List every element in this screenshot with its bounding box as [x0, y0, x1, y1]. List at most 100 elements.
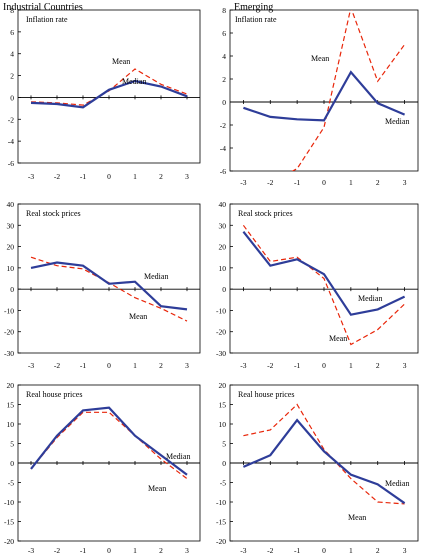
- y-tick-label: 8: [10, 6, 14, 15]
- y-tick-label: 5: [222, 440, 226, 449]
- x-tick-label: -1: [80, 546, 86, 554]
- x-tick-label: 3: [403, 361, 407, 370]
- mean-series-label: Mean: [311, 54, 329, 63]
- y-tick-label: 5: [10, 440, 14, 449]
- x-tick-label: -2: [267, 178, 273, 187]
- x-tick-label: 0: [322, 178, 326, 187]
- median-series-label: Median: [166, 452, 190, 461]
- x-tick-label: 3: [403, 546, 407, 554]
- x-tick-label: 1: [133, 172, 137, 181]
- y-tick-label: -20: [216, 537, 226, 546]
- y-tick-label: 0: [10, 285, 14, 294]
- x-tick-label: 0: [107, 172, 111, 181]
- y-tick-label: -10: [216, 498, 226, 507]
- y-tick-label: 20: [7, 381, 15, 390]
- x-tick-label: -3: [28, 172, 34, 181]
- y-tick-label: -10: [4, 498, 14, 507]
- panel-title: Real stock prices: [26, 209, 81, 218]
- header-right: Emerging: [234, 2, 274, 13]
- x-tick-label: -1: [80, 172, 86, 181]
- median-series-line: [242, 418, 406, 505]
- x-tick-label: -1: [294, 546, 300, 554]
- y-tick-label: 30: [219, 221, 227, 230]
- x-tick-label: -2: [54, 361, 60, 370]
- y-tick-label: 0: [222, 285, 226, 294]
- x-tick-label: -3: [28, 546, 34, 554]
- y-tick-label: -20: [216, 328, 226, 337]
- y-tick-label: 8: [222, 6, 226, 15]
- x-tick-label: 1: [349, 361, 353, 370]
- plot-frame: [229, 203, 419, 354]
- x-tick-label: 1: [133, 546, 137, 554]
- y-tick-label: 40: [7, 200, 15, 209]
- median-series-label: Median: [358, 294, 382, 303]
- y-tick-label: 40: [219, 200, 227, 209]
- x-tick-label: -3: [28, 361, 34, 370]
- y-tick-label: 20: [7, 243, 15, 252]
- x-tick-label: 1: [133, 361, 137, 370]
- median-series-line: [243, 70, 406, 122]
- x-tick-label: 3: [185, 546, 189, 554]
- panel-title: Real house prices: [238, 390, 294, 399]
- y-tick-label: 10: [219, 264, 227, 273]
- y-tick-label: -5: [220, 479, 226, 488]
- y-tick-label: 15: [219, 401, 227, 410]
- y-tick-label: -4: [8, 137, 14, 146]
- panel-title: Inflation rate: [26, 15, 68, 24]
- y-tick-label: 6: [222, 29, 226, 38]
- x-tick-label: 2: [376, 361, 380, 370]
- chart-panel-2: -6 -4 -2 0 2 4 6 8 -3 -2 -1 0 1 2 3 Inflation rate Mean M…: [220, 6, 419, 187]
- panel-title: Real house prices: [26, 390, 82, 399]
- y-tick-label: 20: [219, 243, 227, 252]
- y-tick-label: 0: [10, 93, 14, 102]
- y-tick-label: -30: [216, 349, 226, 358]
- plot-frame: [17, 9, 201, 164]
- x-tick-label: -2: [267, 546, 273, 554]
- x-tick-label: -3: [240, 178, 246, 187]
- y-tick-label: -4: [220, 144, 226, 153]
- mean-series-label: Mean: [112, 57, 130, 66]
- plot-frame: [17, 203, 201, 354]
- y-tick-label: 0: [222, 459, 226, 468]
- x-tick-label: -3: [240, 546, 246, 554]
- x-tick-label: 1: [349, 546, 353, 554]
- y-tick-label: 6: [10, 28, 14, 37]
- x-tick-label: 0: [107, 361, 111, 370]
- y-tick-label: -15: [4, 518, 14, 527]
- y-tick-label: -10: [4, 306, 14, 315]
- x-tick-label: 1: [349, 178, 353, 187]
- y-tick-label: -20: [4, 537, 14, 546]
- x-tick-label: 0: [107, 546, 111, 554]
- chart-panel-1: -6 -4 -2 0 2 4 6 8 -3 -2 -1 0 1 2 3 Inflation rate Mean M…: [8, 6, 201, 181]
- mean-series-label: Mean: [129, 312, 147, 321]
- x-tick-label: 0: [322, 546, 326, 554]
- y-tick-label: -2: [220, 121, 226, 130]
- y-tick-label: -2: [8, 115, 14, 124]
- mean-series-label: Mean: [348, 513, 366, 522]
- x-tick-label: 3: [403, 178, 407, 187]
- y-tick-label: 4: [222, 52, 226, 61]
- y-tick-label: 2: [222, 75, 226, 84]
- y-tick-label: 2: [10, 72, 14, 81]
- x-tick-label: 0: [322, 361, 326, 370]
- y-tick-label: 0: [10, 459, 14, 468]
- panel-title: Real stock prices: [238, 209, 293, 218]
- header-left: Industrial Countries: [3, 2, 83, 13]
- mean-series-label: Mean: [329, 334, 347, 343]
- x-tick-label: -2: [54, 546, 60, 554]
- y-tick-label: 10: [219, 420, 227, 429]
- y-tick-label: 15: [7, 401, 15, 410]
- y-tick-label: 10: [7, 420, 15, 429]
- x-tick-label: 2: [159, 172, 163, 181]
- median-series-line: [30, 261, 188, 311]
- x-tick-label: -1: [294, 178, 300, 187]
- x-tick-label: -1: [294, 361, 300, 370]
- median-series-label: Median: [385, 117, 409, 126]
- y-tick-label: 30: [7, 221, 15, 230]
- y-tick-label: 20: [219, 381, 227, 390]
- x-tick-label: 2: [159, 361, 163, 370]
